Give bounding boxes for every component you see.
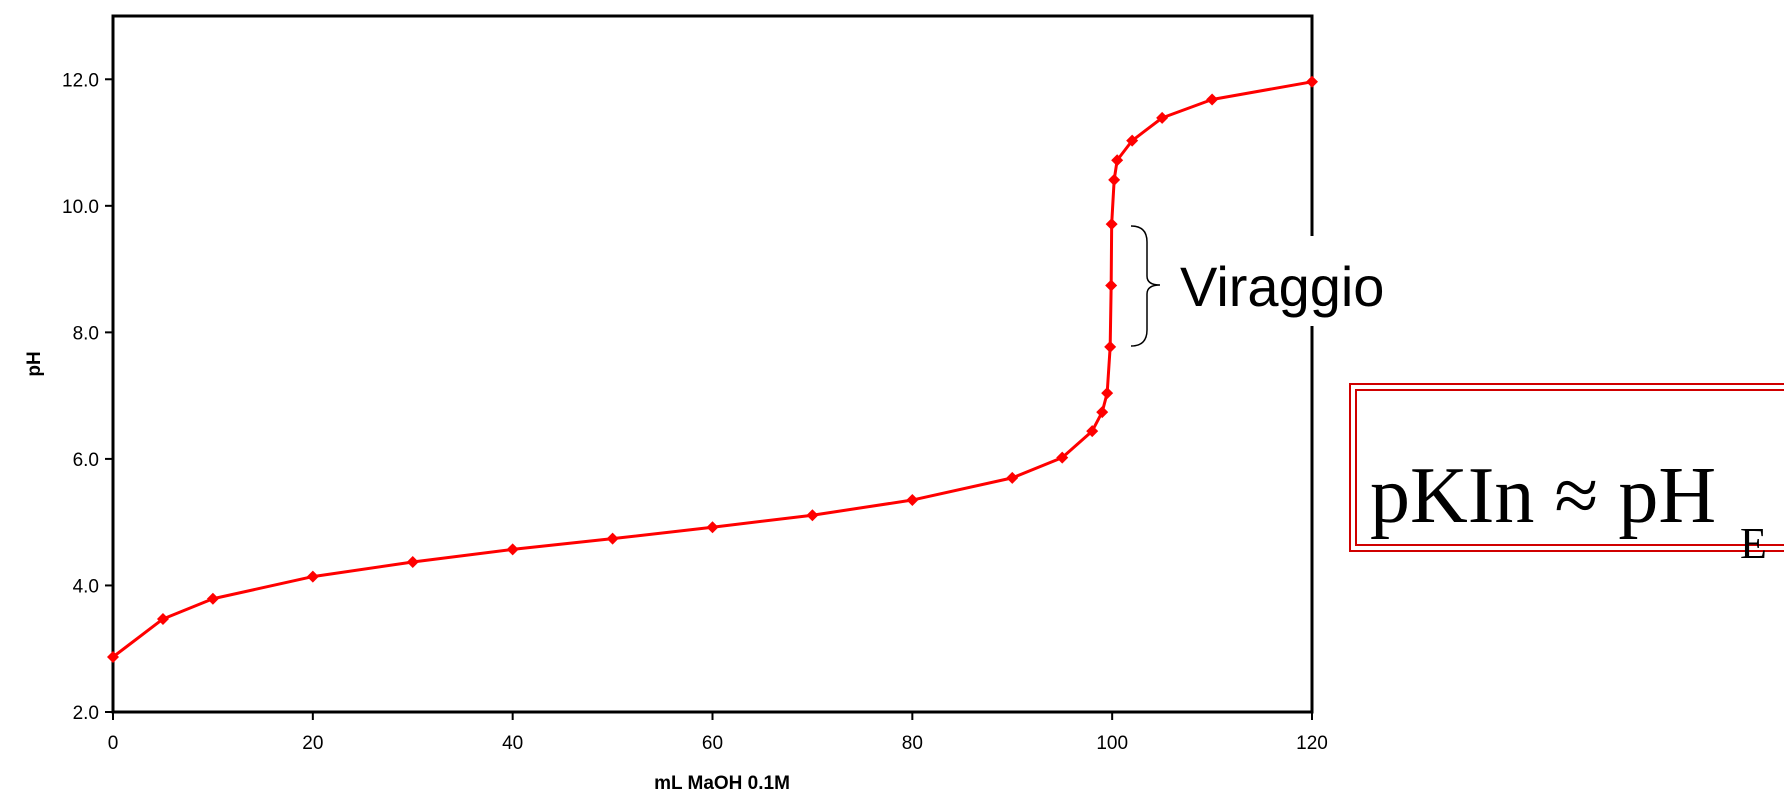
plot-area bbox=[107, 75, 1318, 663]
point bbox=[206, 592, 219, 605]
y-axis-title: pH bbox=[24, 351, 45, 376]
point bbox=[406, 556, 419, 569]
point bbox=[107, 650, 119, 663]
formula-box-inner bbox=[1355, 389, 1784, 546]
point bbox=[1104, 340, 1117, 353]
x-tick-label: 40 bbox=[502, 733, 523, 754]
x-tick-label: 80 bbox=[902, 733, 923, 754]
point bbox=[1126, 134, 1139, 147]
y-tick-label: 12.0 bbox=[62, 70, 99, 91]
point bbox=[1156, 111, 1169, 124]
point bbox=[1086, 425, 1099, 438]
x-tick-label: 100 bbox=[1096, 733, 1128, 754]
point bbox=[306, 570, 319, 583]
point bbox=[1108, 173, 1121, 186]
point bbox=[1206, 93, 1219, 106]
point bbox=[506, 543, 519, 556]
x-tick-label: 0 bbox=[108, 733, 119, 754]
formula: pKIn ≈ pH bbox=[1370, 452, 1716, 540]
y-tick-label: 8.0 bbox=[73, 323, 99, 344]
y-tick-label: 6.0 bbox=[73, 450, 99, 471]
label-background bbox=[1172, 236, 1432, 326]
x-tick-label: 60 bbox=[702, 733, 723, 754]
point bbox=[1105, 279, 1118, 292]
point bbox=[1056, 451, 1069, 464]
x-axis-title: mL MaOH 0.1M bbox=[654, 773, 790, 794]
point bbox=[606, 532, 619, 545]
x-tick-label: 120 bbox=[1296, 733, 1328, 754]
formula-box-outer bbox=[1349, 383, 1784, 552]
range-label: Viraggio bbox=[1180, 255, 1384, 318]
x-tick-label: 20 bbox=[302, 733, 323, 754]
point bbox=[1096, 406, 1109, 419]
point bbox=[1006, 471, 1019, 484]
point bbox=[1111, 154, 1124, 167]
point bbox=[1306, 75, 1318, 88]
point bbox=[706, 521, 719, 534]
point bbox=[1101, 387, 1114, 400]
y-tick-label: 10.0 bbox=[62, 197, 99, 218]
formula-subscript: E bbox=[1740, 519, 1767, 568]
point bbox=[1105, 218, 1118, 231]
plot-frame bbox=[111, 14, 1314, 714]
brace bbox=[1130, 225, 1161, 347]
point bbox=[806, 509, 819, 522]
y-tick-label: 4.0 bbox=[73, 576, 99, 597]
y-tick-label: 2.0 bbox=[73, 703, 99, 724]
point bbox=[156, 612, 169, 625]
line bbox=[112, 80, 1313, 659]
point bbox=[906, 494, 919, 507]
